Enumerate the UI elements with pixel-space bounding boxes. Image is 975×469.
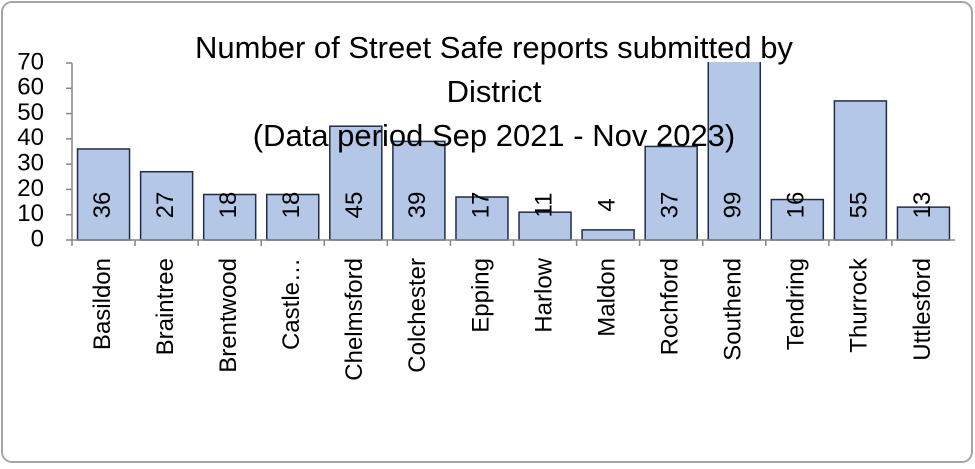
x-tick-label: Braintree — [152, 258, 179, 355]
bar — [644, 145, 698, 241]
data-label: 27 — [152, 192, 179, 219]
y-tick-label: 10 — [17, 200, 44, 227]
x-tick-label: Rochford — [657, 258, 684, 355]
data-label: 18 — [278, 192, 305, 219]
data-label: 18 — [215, 192, 242, 219]
data-label: 55 — [846, 192, 873, 219]
x-tick-label: Brentwood — [215, 258, 242, 373]
x-tick-label: Uttlesford — [909, 258, 936, 361]
bar — [392, 140, 446, 241]
x-tick-label: Colchester — [404, 258, 431, 373]
y-tick-label: 50 — [17, 99, 44, 126]
data-label: 45 — [341, 192, 368, 219]
bar — [202, 193, 257, 241]
x-tick-label: Harlow — [530, 257, 557, 332]
data-label: 36 — [89, 192, 116, 219]
y-tick-label: 40 — [17, 124, 44, 151]
x-tick-label: Chelmsford — [341, 258, 368, 381]
data-label: 39 — [404, 192, 431, 219]
chart-title: Number of Street Safe reports submitted … — [195, 30, 793, 65]
x-tick-label: Thurrock — [846, 257, 873, 353]
chart-title: District — [447, 74, 542, 109]
data-label: 4 — [593, 198, 620, 211]
x-tick-label: Maldon — [593, 258, 620, 337]
bar — [139, 170, 194, 241]
data-label: 11 — [530, 193, 557, 218]
data-label: 16 — [783, 192, 810, 219]
y-tick-label: 30 — [17, 149, 44, 176]
data-label: 99 — [720, 192, 747, 219]
bar — [455, 196, 509, 241]
data-label: 13 — [909, 192, 936, 219]
bar — [76, 148, 131, 241]
bar — [770, 198, 825, 241]
bar — [896, 206, 951, 241]
y-tick-label: 60 — [17, 74, 44, 101]
y-tick-label: 70 — [17, 48, 44, 75]
data-label: 37 — [657, 192, 684, 219]
y-tick-label: 0 — [31, 225, 44, 252]
y-tick-label: 20 — [17, 175, 44, 202]
chart-title: (Data period Sep 2021 - Nov 2023) — [253, 118, 736, 153]
bar — [581, 229, 635, 241]
plot-area — [76, 62, 951, 241]
bar — [707, 62, 761, 241]
x-tick-label: Epping — [467, 258, 494, 333]
x-tick-label: Basildon — [89, 258, 116, 350]
data-label: 17 — [467, 192, 494, 219]
x-tick-label: Tendring — [783, 258, 810, 350]
x-tick-label: Southend — [720, 258, 747, 361]
x-tick-label: Castle… — [278, 258, 305, 350]
bar — [518, 211, 572, 241]
